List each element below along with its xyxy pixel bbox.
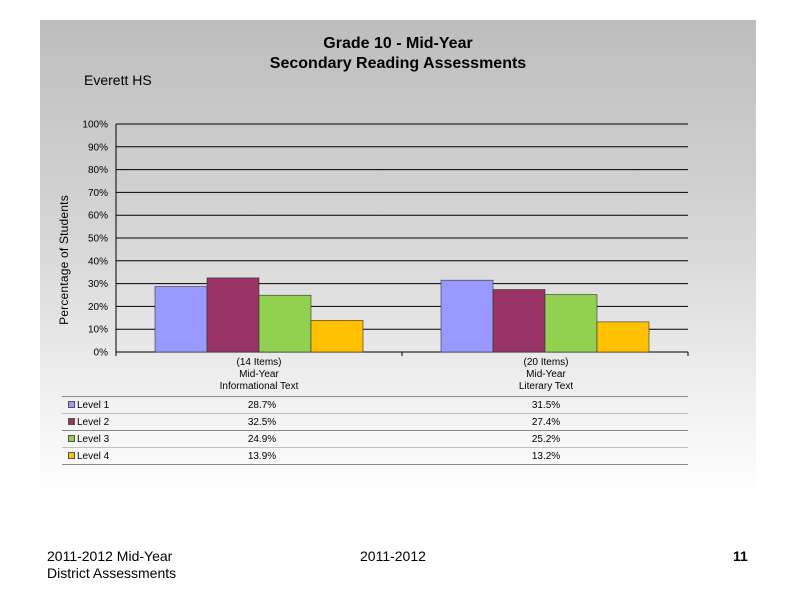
category-items: (20 Items) bbox=[523, 357, 569, 368]
table-row: Level 3 24.9% 25.2% bbox=[62, 430, 688, 448]
data-label: 13.9% bbox=[120, 447, 404, 465]
y-tick-label: 30% bbox=[88, 279, 108, 290]
table-row: Level 4 13.9% 13.2% bbox=[62, 447, 688, 465]
y-tick-label: 40% bbox=[88, 256, 108, 267]
y-tick-label: 80% bbox=[88, 165, 108, 176]
chart-subtitle: Secondary Reading Assessments bbox=[269, 55, 527, 72]
category-label-literary: (20 Items) Mid-Year Literary Text bbox=[436, 357, 656, 393]
footer-period: 2011-2012 Mid-Year bbox=[47, 548, 173, 564]
bar-level-4 bbox=[310, 320, 364, 353]
series-name: Level 2 bbox=[77, 416, 110, 428]
bar-level-1 bbox=[154, 286, 208, 353]
legend-entry: Level 4 bbox=[62, 447, 120, 465]
series-name: Level 3 bbox=[77, 433, 110, 445]
bar-level-2 bbox=[206, 277, 260, 353]
bar-level-1 bbox=[440, 279, 494, 353]
legend-swatch bbox=[68, 435, 75, 443]
bar-level-2 bbox=[492, 289, 546, 353]
y-tick-label: 50% bbox=[88, 234, 108, 245]
footer-center: 2011-2012 bbox=[360, 548, 426, 564]
data-label: 24.9% bbox=[120, 430, 404, 448]
bar-level-4 bbox=[596, 321, 650, 353]
legend-entry: Level 3 bbox=[62, 430, 120, 448]
y-tick-label: 90% bbox=[88, 142, 108, 153]
page-number: 11 bbox=[733, 548, 748, 564]
data-label: 25.2% bbox=[404, 430, 688, 448]
legend-entry: Level 1 bbox=[62, 396, 120, 414]
category-items: (14 Items) bbox=[236, 357, 282, 368]
series-name: Level 4 bbox=[77, 450, 110, 462]
footer-subtitle: District Assessments bbox=[47, 565, 177, 581]
category-period: Mid-Year bbox=[239, 369, 279, 380]
legend-swatch bbox=[68, 401, 75, 409]
category-type: Literary Text bbox=[518, 381, 574, 392]
data-label: 32.5% bbox=[120, 413, 404, 431]
table-row: Level 2 32.5% 27.4% bbox=[62, 413, 688, 431]
category-period: Mid-Year bbox=[526, 369, 566, 380]
category-label-informational: (14 Items) Mid-Year Informational Text bbox=[149, 357, 369, 393]
y-tick-label: 20% bbox=[88, 302, 108, 313]
category-type: Informational Text bbox=[219, 381, 299, 392]
data-label: 27.4% bbox=[404, 413, 688, 431]
data-table: Level 1 28.7% 31.5% Level 2 32.5% 27.4% … bbox=[62, 396, 688, 465]
school-name: Everett HS bbox=[84, 72, 152, 88]
y-tick-label: 70% bbox=[88, 188, 108, 199]
series-name: Level 1 bbox=[77, 399, 110, 411]
table-row: Level 1 28.7% 31.5% bbox=[62, 396, 688, 414]
y-tick-label: 0% bbox=[94, 348, 109, 359]
legend-entry: Level 2 bbox=[62, 413, 120, 431]
y-tick-label: 60% bbox=[88, 211, 108, 222]
y-tick-label: 100% bbox=[82, 120, 108, 131]
data-label: 31.5% bbox=[404, 396, 688, 414]
legend-swatch bbox=[68, 418, 75, 426]
legend-swatch bbox=[68, 452, 75, 460]
data-label: 28.7% bbox=[120, 396, 404, 414]
chart-title: Grade 10 - Mid-Year bbox=[323, 35, 473, 52]
y-tick-label: 10% bbox=[88, 325, 108, 336]
bar-level-3 bbox=[258, 294, 312, 353]
bar-level-3 bbox=[544, 294, 598, 353]
footer-left: 2011-2012 Mid-Year District Assessments bbox=[47, 548, 176, 582]
data-label: 13.2% bbox=[404, 447, 688, 465]
